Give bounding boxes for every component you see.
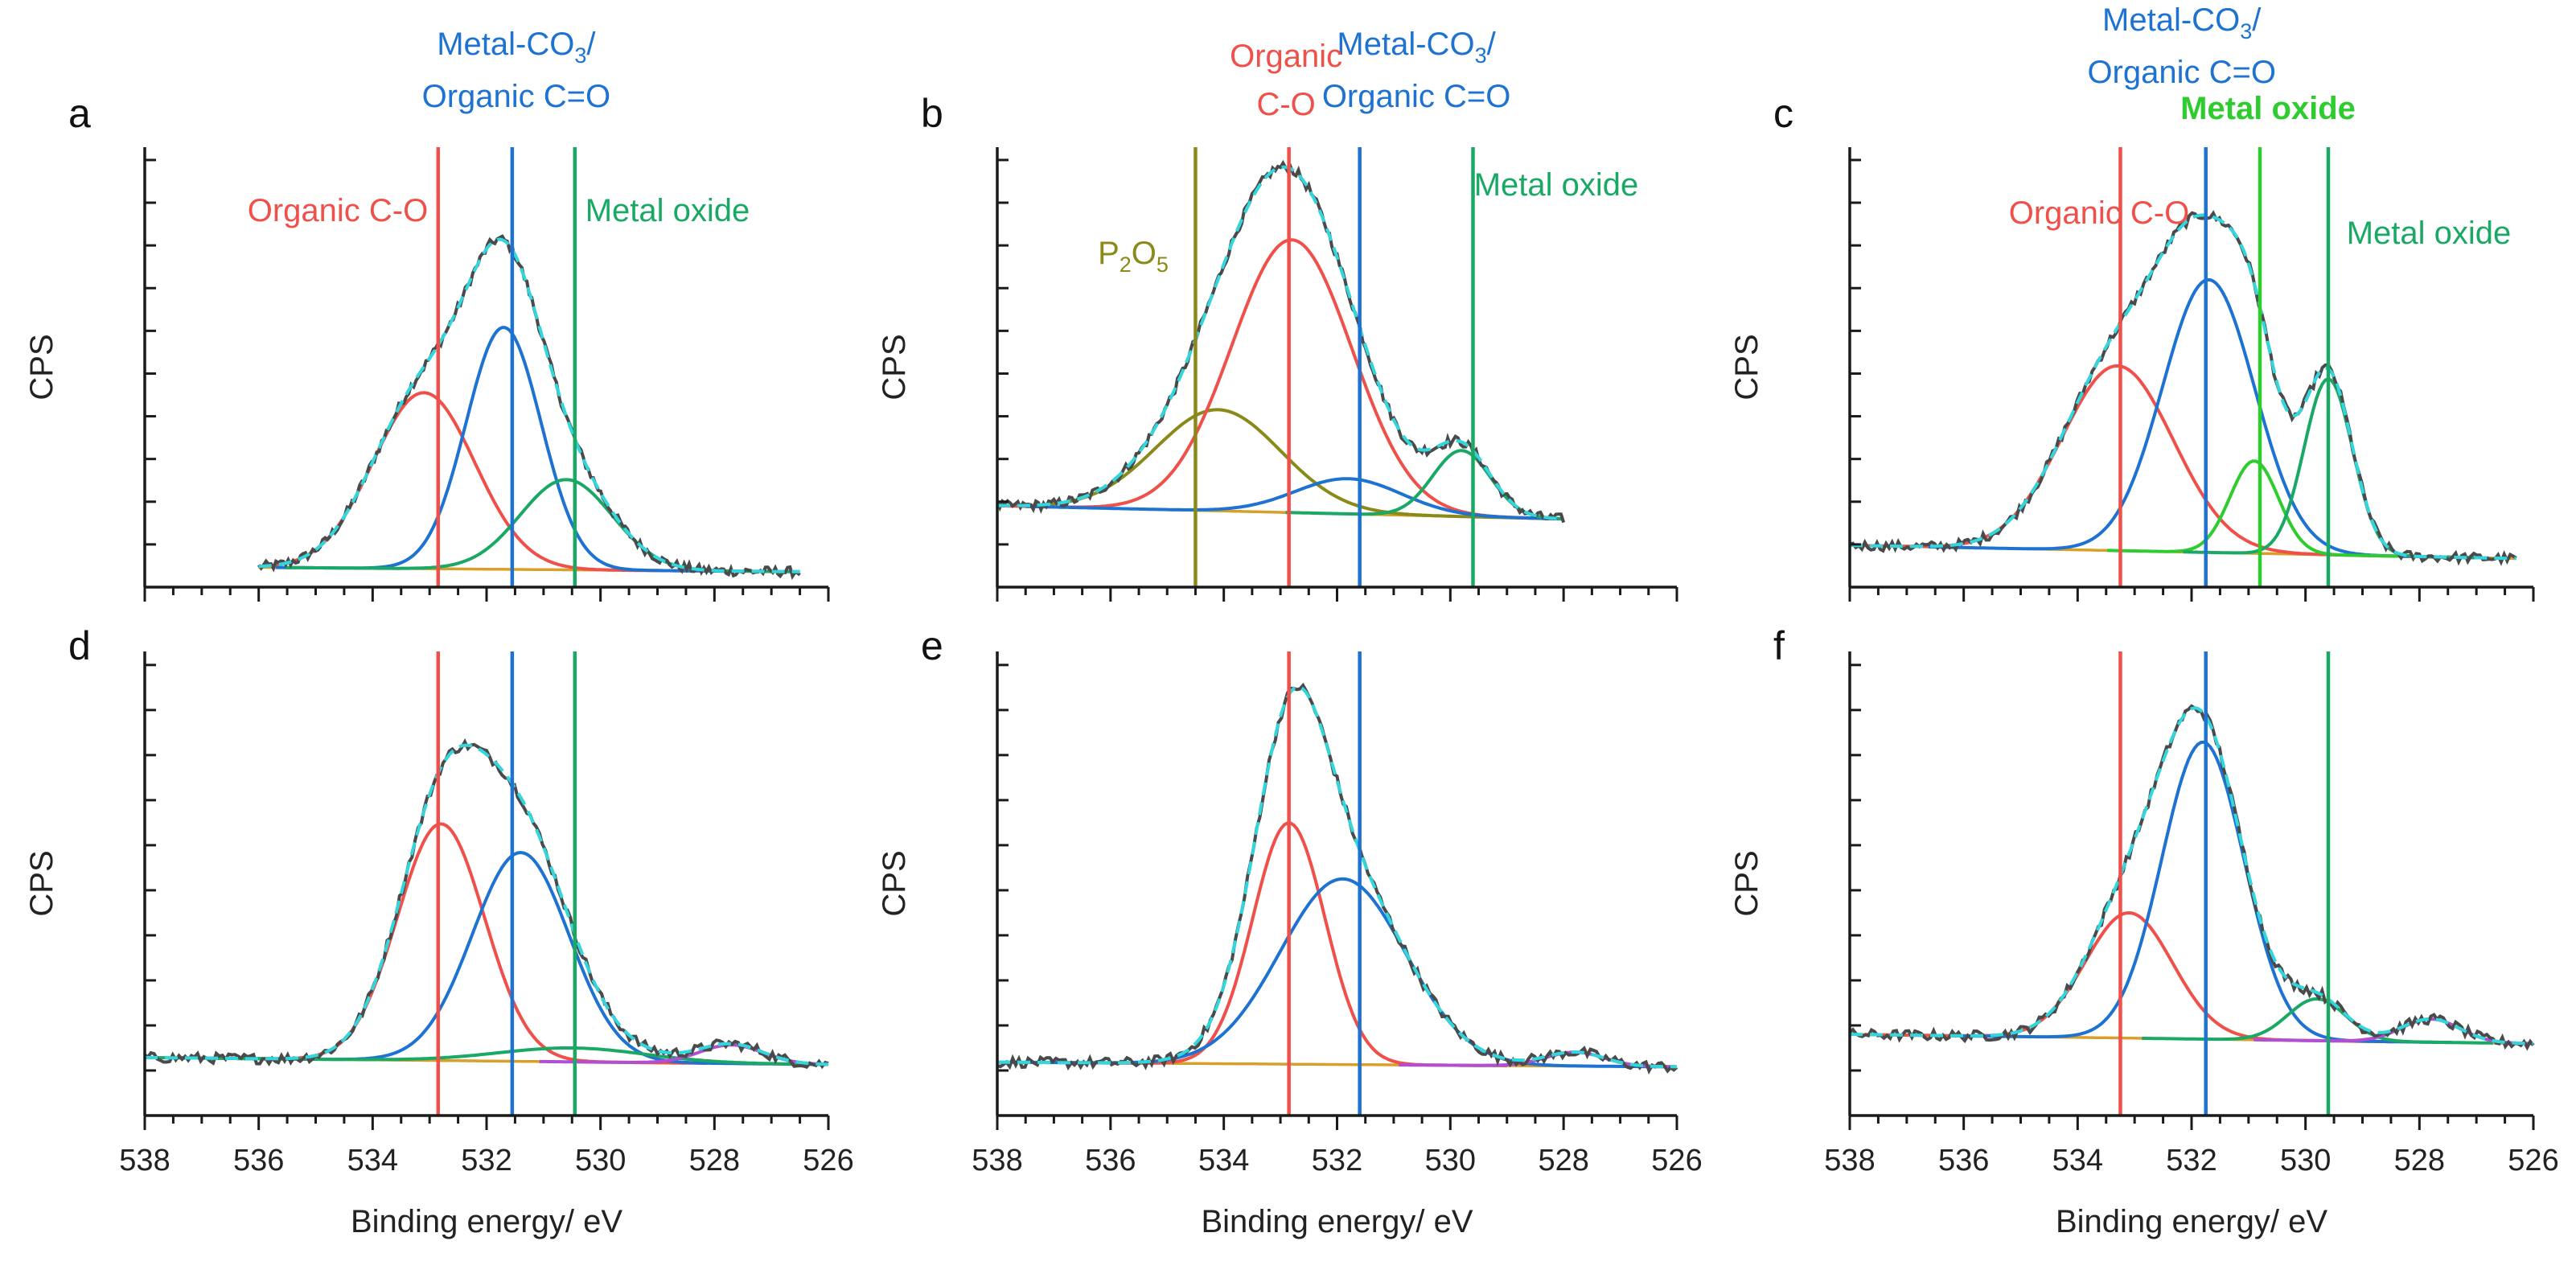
metal-co3-annotation: Metal-CO3/ xyxy=(2102,2,2262,43)
x-tick-label: 538 xyxy=(119,1144,170,1177)
organic-annotation: Organic xyxy=(1230,39,1342,74)
x-tick-label: 532 xyxy=(461,1144,512,1177)
y-axis-label: CPS xyxy=(1729,334,1765,400)
x-tick-label: 530 xyxy=(2280,1144,2331,1177)
component-peak-1 xyxy=(225,850,816,1066)
panel-c: CPS c Organic C-O Metal oxide Metal-CO3/Orga… xyxy=(1729,2,2535,602)
metal-co3-annotation: Metal-CO3/ xyxy=(437,27,596,68)
organic-co-annotation: Organic C=O xyxy=(422,79,611,114)
x-tick-label: 528 xyxy=(689,1144,740,1177)
organic-co-annotation: Organic C=O xyxy=(1322,79,1511,114)
panel-letter: f xyxy=(1773,623,1785,668)
x-tick-label: 538 xyxy=(1824,1144,1875,1177)
peak-annotation: Metal oxide xyxy=(585,193,750,228)
component-peak-0 xyxy=(1849,364,2456,559)
panel-d: 538 536 534 532 530 528 526 Binding energy/ eV C… xyxy=(24,623,854,1239)
raw-spectrum xyxy=(996,159,1566,524)
panel-letter: b xyxy=(921,91,943,136)
component-peak-0 xyxy=(258,391,733,573)
x-tick-label: 534 xyxy=(1198,1144,1249,1177)
co-annotation: C-O xyxy=(1256,87,1315,122)
x-axis-label: Binding energy/ eV xyxy=(351,1204,622,1239)
panel-b: CPS b Metal oxide Metal-CO3/Organic C=O Orga… xyxy=(877,27,1678,602)
x-tick-label: 534 xyxy=(347,1144,398,1177)
x-tick-label: 536 xyxy=(1085,1144,1136,1177)
component-peak-2 xyxy=(145,1046,828,1066)
envelope-fit xyxy=(1849,213,2516,561)
envelope-fit xyxy=(1849,706,2534,1046)
y-axis-label: CPS xyxy=(24,850,60,916)
x-axis-label: Binding energy/ eV xyxy=(2056,1204,2327,1239)
y-axis-label: CPS xyxy=(877,850,912,916)
envelope-fit xyxy=(996,684,1678,1069)
component-peak-2 xyxy=(2107,459,2401,558)
panel-f: 538 536 534 532 530 528 526 Binding energy/ eV C… xyxy=(1729,623,2559,1239)
y-axis-label: CPS xyxy=(1729,850,1765,916)
component-peak-0 xyxy=(175,822,708,1065)
x-tick-label: 526 xyxy=(2508,1144,2558,1177)
envelope-fit xyxy=(997,165,1564,520)
raw-spectrum xyxy=(1849,210,2517,566)
metal-oxide-top-annotation: Metal oxide xyxy=(2180,91,2356,126)
peak-annotation: Organic C-O xyxy=(2009,195,2190,231)
component-peak-2 xyxy=(2142,997,2493,1045)
organic-co-annotation: Organic C=O xyxy=(2087,55,2276,90)
y-axis-label: CPS xyxy=(877,334,912,400)
raw-spectrum xyxy=(143,738,829,1070)
panel-letter: a xyxy=(68,91,91,136)
x-tick-label: 536 xyxy=(1938,1144,1989,1177)
x-tick-label: 534 xyxy=(2052,1144,2103,1177)
x-tick-label: 536 xyxy=(233,1144,284,1177)
panel-a: CPS a Organic C-O Metal oxide Metal-CO3/Orga… xyxy=(24,27,830,602)
peak-annotation: Metal oxide xyxy=(2347,216,2512,251)
metal-co3-annotation: Metal-CO3/ xyxy=(1337,27,1496,68)
x-tick-label: 538 xyxy=(972,1144,1022,1177)
x-tick-label: 526 xyxy=(803,1144,853,1177)
p2o5-annotation: P2O5 xyxy=(1098,236,1169,277)
x-tick-label: 526 xyxy=(1651,1144,1702,1177)
x-tick-label: 528 xyxy=(2394,1144,2445,1177)
peak-annotation: Organic C-O xyxy=(248,193,429,228)
component-peak-3 xyxy=(2253,1017,2534,1046)
component-peak-0 xyxy=(997,408,1564,521)
x-tick-label: 528 xyxy=(1538,1144,1588,1177)
panel-e: 538 536 534 532 530 528 526 Binding energy/ eV C… xyxy=(877,623,1703,1239)
component-peak-1 xyxy=(1952,740,2453,1045)
x-axis-label: Binding energy/ eV xyxy=(1201,1204,1473,1239)
panel-letter: c xyxy=(1773,91,1793,136)
x-tick-label: 532 xyxy=(2166,1144,2217,1177)
x-tick-label: 530 xyxy=(1425,1144,1476,1177)
envelope-fit xyxy=(258,237,800,573)
envelope-fit xyxy=(145,743,829,1066)
x-tick-label: 530 xyxy=(575,1144,626,1177)
component-peak-1 xyxy=(996,877,1677,1069)
component-peak-1 xyxy=(996,238,1564,521)
x-tick-label: 532 xyxy=(1312,1144,1362,1177)
peak-annotation: Metal oxide xyxy=(1474,167,1639,203)
panel-letter: d xyxy=(68,623,91,668)
y-axis-label: CPS xyxy=(24,334,60,400)
panel-letter: e xyxy=(921,623,943,668)
